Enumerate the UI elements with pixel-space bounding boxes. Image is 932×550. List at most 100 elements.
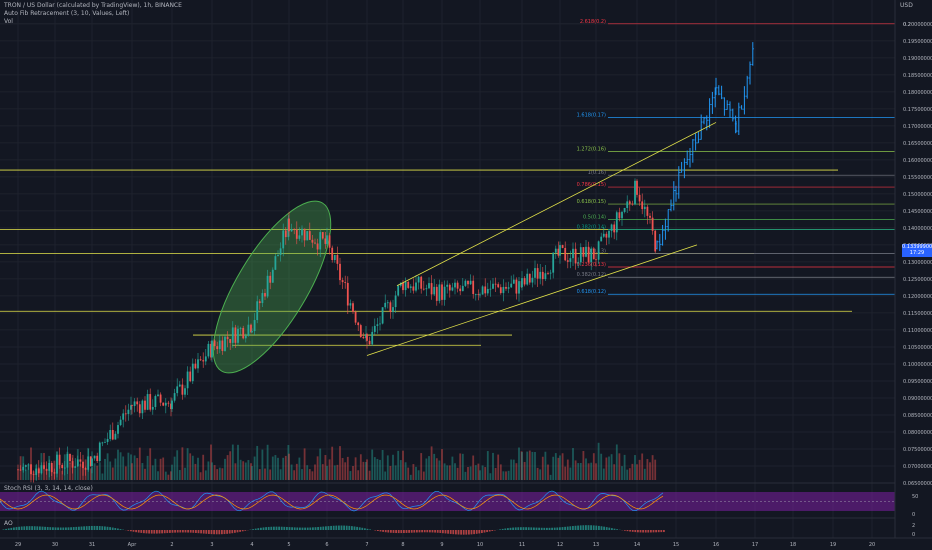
candle-body — [569, 258, 572, 262]
ao-bar — [449, 530, 452, 534]
candle-body — [469, 280, 472, 285]
candle-body — [53, 472, 56, 474]
time-axis[interactable]: 29 30 31 Apr 2 3 4 5 6 7 8 9 10 11 12 13 14 15 16 17 18 19 20 — [15, 542, 875, 548]
ao-bar — [652, 530, 655, 533]
ao-bar — [57, 527, 59, 530]
price-axis[interactable]: 0.20.20000000 0.19500000 0.19000000 0.18500… — [903, 22, 932, 487]
candle-body — [331, 247, 334, 261]
volume-bar — [69, 462, 71, 480]
volume-bar — [438, 460, 441, 480]
volume-bar — [17, 470, 19, 480]
candle-body — [541, 271, 544, 280]
candle-body — [536, 268, 539, 279]
candle-body — [366, 334, 368, 341]
ao-bar — [647, 530, 650, 533]
candle-body — [595, 259, 597, 261]
candle-body — [251, 331, 253, 333]
candle-body — [415, 282, 417, 291]
volume-bar — [146, 455, 149, 480]
candle-body — [389, 302, 392, 312]
candle-body — [189, 371, 192, 382]
candle-body — [467, 280, 469, 285]
ao-bar — [657, 530, 660, 533]
ao-bar — [179, 530, 182, 533]
ao-bar — [616, 529, 618, 530]
ao-bar — [101, 526, 104, 530]
price-tick-label: 0.06500000 — [903, 481, 932, 487]
ao-bar — [634, 530, 637, 533]
stoch-indicator-label[interactable]: Stoch RSI (3, 3, 14, 14, close) — [4, 485, 93, 492]
candle-body — [499, 287, 502, 294]
volume-bar — [634, 455, 636, 480]
candle-body — [154, 396, 157, 407]
last-price-badge: 0.13399900 17:29 — [902, 244, 932, 257]
ao-bar — [169, 530, 171, 533]
candle-body — [362, 337, 365, 339]
candle-body — [151, 406, 154, 410]
candle-body — [333, 254, 336, 261]
fib-indicator-label[interactable]: Auto Fib Retracement (3, 10, Values, Lef… — [4, 10, 130, 17]
volume-bar — [433, 453, 436, 480]
candle-body — [186, 371, 189, 389]
ao-bar — [83, 526, 85, 530]
volume-bar — [510, 459, 513, 480]
volume-bar — [386, 455, 389, 480]
ao-bar — [587, 525, 590, 530]
price-tick-label: 0.07000000 — [903, 464, 932, 470]
candle-body — [71, 461, 74, 468]
volume-bar — [592, 453, 595, 480]
candle-body — [561, 245, 564, 248]
trend-channel[interactable] — [366, 122, 717, 356]
fib-level-label: 1.272(0.16) — [577, 146, 606, 152]
ao-bar — [59, 527, 62, 530]
ao-bar — [174, 530, 176, 533]
ao-bar — [166, 530, 169, 534]
candle-body — [552, 252, 555, 273]
volume-bar — [316, 456, 319, 480]
volume-bar — [587, 463, 590, 480]
volume-bar — [484, 467, 487, 480]
time-tick-label: 6 — [325, 542, 328, 548]
ao-bar — [660, 530, 663, 533]
candle-body — [544, 273, 547, 280]
volume-bar — [261, 449, 264, 480]
ao-bar — [309, 527, 312, 530]
ao-bar — [390, 530, 392, 533]
candle-body — [279, 248, 282, 255]
ao-bar — [140, 530, 143, 533]
volume-bar — [417, 470, 420, 480]
candle-body — [87, 456, 90, 470]
volume-bar — [197, 457, 199, 480]
ao-bar — [104, 526, 106, 530]
ao-bar — [611, 528, 613, 530]
candle-body — [27, 464, 30, 466]
candle-body — [386, 302, 389, 304]
ao-bar — [559, 527, 561, 530]
volume-bar — [184, 467, 186, 480]
ao-bar — [223, 530, 226, 535]
volume-bar — [319, 448, 322, 480]
volume-bar — [106, 453, 109, 480]
volume-bar — [104, 458, 106, 480]
volume-bar — [154, 458, 157, 480]
ao-indicator-label[interactable]: AO — [4, 520, 13, 527]
volume-bar — [242, 461, 245, 480]
ao-bar — [236, 530, 239, 533]
volume-bar — [357, 470, 360, 480]
time-tick-label: 20 — [869, 542, 875, 548]
currency-label[interactable]: USD — [900, 2, 913, 9]
ao-bar — [156, 530, 158, 534]
candle-body — [271, 269, 274, 283]
volume-indicator-label[interactable]: Vol — [4, 18, 13, 25]
candle-body — [409, 286, 412, 288]
volume-bar — [349, 471, 352, 480]
volume-bar — [443, 463, 446, 480]
time-tick-label: 8 — [401, 542, 404, 548]
volume-bar — [523, 461, 526, 480]
volume-bar — [569, 467, 572, 480]
ao-bar — [491, 530, 494, 531]
candle-body — [384, 302, 387, 308]
last-price-time: 17:29 — [909, 250, 925, 256]
time-tick-label: 14 — [634, 542, 640, 548]
